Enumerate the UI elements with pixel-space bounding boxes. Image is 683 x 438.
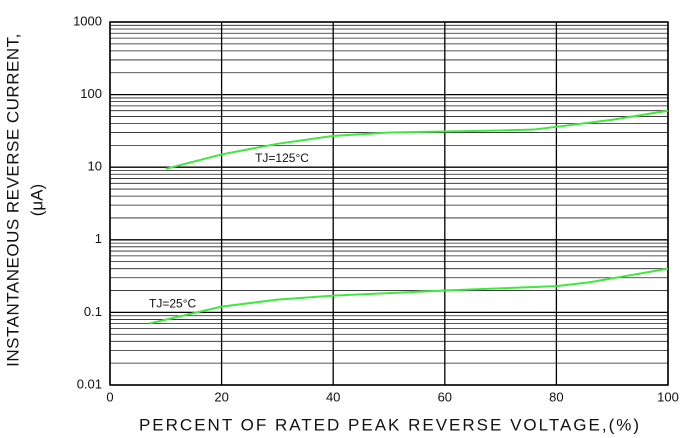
y-tick-label: 1 <box>95 231 102 246</box>
series-line <box>165 109 669 170</box>
plot-frame <box>109 21 669 386</box>
y-tick-label: 1000 <box>73 13 102 28</box>
x-axis-label: PERCENT OF RATED PEAK REVERSE VOLTAGE,(%… <box>139 415 641 434</box>
x-tick-label: 60 <box>438 389 452 404</box>
y-axis-label: INSTANTANEOUS REVERSE CURRENT, <box>3 33 22 367</box>
x-tick-label: 80 <box>549 389 563 404</box>
y-tick-label: 100 <box>80 86 102 101</box>
y-tick-label: 0.1 <box>84 304 102 319</box>
x-tick-label: 40 <box>326 389 340 404</box>
x-tick-label: 20 <box>214 389 228 404</box>
annotation: TJ=25°C <box>149 296 196 310</box>
series-line <box>148 267 669 325</box>
x-tick-label: 100 <box>657 389 679 404</box>
y-tick-label: 0.01 <box>77 376 102 391</box>
y-axis-label: (μA) <box>27 184 46 216</box>
annotation: TJ=125°C <box>255 151 309 165</box>
y-tick-label: 10 <box>88 159 102 174</box>
x-tick-label: 0 <box>106 389 113 404</box>
